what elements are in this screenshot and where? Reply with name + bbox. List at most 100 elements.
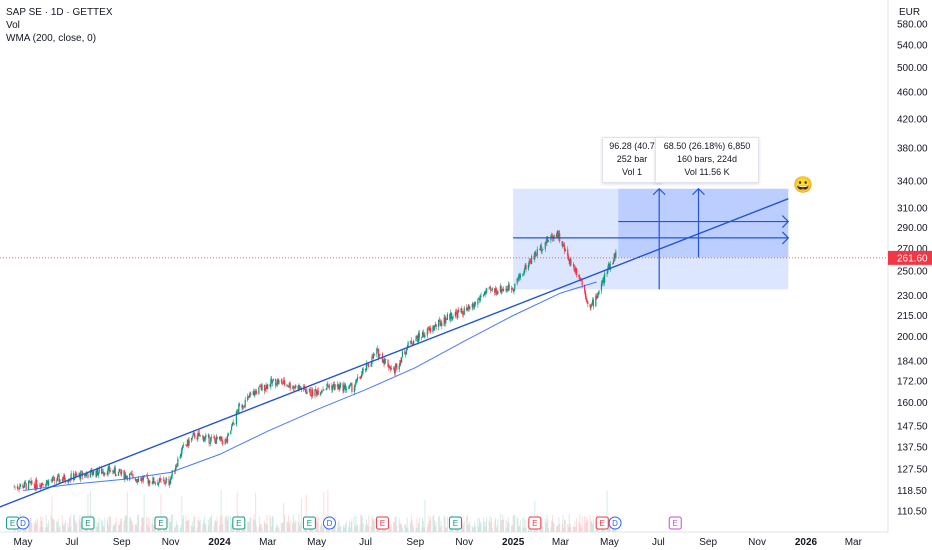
price-tick-label[interactable]: 460.00 [897, 88, 928, 99]
candle-body [389, 366, 392, 370]
price-tick-label[interactable]: 110.50 [897, 507, 927, 518]
symbol-title[interactable]: SAP SE · 1D · GETTEX [6, 7, 113, 18]
volume-bar [446, 516, 448, 532]
volume-bar [190, 526, 192, 532]
time-axis[interactable]: May Jul Sep Nov 2024 Mar May Jul Sep Nov 2025 Mar Ma… [0, 531, 888, 548]
drawing-tools[interactable] [0, 187, 790, 511]
volume-bar [142, 517, 144, 532]
volume-bar [479, 521, 481, 532]
earnings-marker[interactable] [668, 516, 682, 530]
candle-body [310, 395, 312, 396]
earnings-marker[interactable] [232, 516, 246, 530]
earnings-marker[interactable] [595, 516, 609, 530]
candle-body [606, 272, 608, 274]
price-tick-label[interactable]: 420.00 [897, 114, 928, 125]
price-tick-label[interactable]: 290.00 [897, 223, 928, 234]
trend-line[interactable] [0, 198, 789, 511]
price-tick-label[interactable]: 184.00 [897, 357, 928, 368]
candle-body [411, 343, 413, 345]
candle-body [539, 245, 542, 250]
time-tick-label[interactable]: Jul [359, 537, 372, 548]
time-tick-label[interactable]: Nov [162, 537, 180, 548]
dividend-marker[interactable] [322, 516, 336, 530]
time-tick-label[interactable]: 2024 [208, 537, 231, 548]
candle-body [364, 368, 367, 371]
price-tick-label[interactable]: 160.00 [897, 398, 928, 409]
price-tick-label[interactable]: 118.50 [897, 486, 927, 497]
price-tick-label[interactable]: 310.00 [897, 204, 928, 215]
time-tick-label[interactable]: May [14, 537, 33, 548]
earnings-marker[interactable] [448, 516, 462, 530]
wma-indicator-label[interactable]: WMA (200, close, 0) [6, 33, 97, 44]
smiley-emoji-icon[interactable]: 😀 [793, 177, 813, 194]
candle-body [552, 238, 554, 240]
price-tick-label[interactable]: 200.00 [897, 332, 928, 343]
vol-indicator-label[interactable]: Vol [6, 20, 20, 31]
price-tick-label[interactable]: 127.50 [897, 464, 928, 475]
time-tick-label[interactable]: May [307, 537, 326, 548]
measure-boxes[interactable] [513, 188, 789, 290]
measure-2-bars: 160 bars, 224d [676, 154, 738, 164]
price-tick-label[interactable]: 580.00 [897, 20, 928, 31]
earnings-marker[interactable] [81, 516, 95, 530]
time-tick-label[interactable]: 2026 [795, 537, 818, 548]
time-tick-label[interactable]: Jul [652, 537, 665, 548]
price-tick-label[interactable]: 270.00 [897, 244, 928, 255]
candle-body [214, 437, 216, 440]
price-tick-label[interactable]: 147.50 [897, 422, 928, 433]
measure-box-1[interactable] [513, 188, 789, 290]
earnings-marker[interactable] [154, 516, 168, 530]
price-tick-label[interactable]: 500.00 [897, 63, 928, 74]
time-tick-label[interactable]: Sep [113, 537, 131, 548]
candle-body [602, 278, 604, 281]
candle-body [44, 485, 47, 487]
time-tick-label[interactable]: Sep [406, 537, 424, 548]
time-tick-label[interactable]: 2025 [502, 537, 525, 548]
price-tick-label[interactable]: 172.00 [897, 377, 928, 388]
price-tick-label[interactable]: 380.00 [897, 144, 928, 155]
candle-body [123, 470, 125, 479]
time-tick-label[interactable]: Nov [455, 537, 473, 548]
time-tick-label[interactable]: Mar [552, 537, 570, 548]
price-tick-label[interactable]: 230.00 [897, 291, 928, 302]
earnings-marker[interactable] [302, 516, 316, 530]
volume-bar [423, 527, 425, 532]
price-tick-label[interactable]: 540.00 [897, 40, 928, 51]
time-tick-label[interactable]: Sep [699, 537, 717, 548]
earnings-marker[interactable] [375, 516, 389, 530]
candle-body [320, 392, 322, 395]
price-tick-label[interactable]: 250.00 [897, 267, 928, 278]
earnings-marker[interactable] [528, 516, 542, 530]
measure-box-2[interactable] [618, 188, 789, 258]
candle-body [134, 478, 136, 481]
price-tick-label[interactable]: 215.00 [897, 311, 928, 322]
candle-body [248, 395, 250, 398]
time-tick-label[interactable]: Mar [259, 537, 277, 548]
volume-bar [33, 524, 35, 532]
dividend-marker[interactable] [16, 516, 30, 530]
currency-label[interactable]: EUR [899, 7, 921, 18]
candle-body [74, 473, 76, 478]
volume-bar [421, 527, 423, 532]
time-tick-label[interactable]: Jul [66, 537, 79, 548]
price-tick-label[interactable]: 340.00 [897, 176, 928, 187]
candle-body [396, 364, 398, 370]
price-tick-label[interactable]: 137.50 [897, 442, 928, 453]
price-axis[interactable]: 110.50 118.50 127.50 137.50 147.50 160.00 172.… [887, 0, 932, 550]
candle-body [56, 476, 59, 481]
volume-bar [131, 521, 133, 532]
candle-body [443, 317, 445, 326]
time-tick-label[interactable]: May [600, 537, 619, 548]
volume-bar [467, 525, 469, 532]
volume-bar [550, 527, 552, 532]
volume-bar [89, 491, 91, 532]
time-tick-label[interactable]: Nov [748, 537, 766, 548]
dividend-marker[interactable] [608, 516, 622, 530]
time-tick-label[interactable]: Mar [845, 537, 863, 548]
volume-bar [225, 517, 227, 532]
candle-body [253, 391, 255, 396]
candle-body [608, 263, 611, 270]
